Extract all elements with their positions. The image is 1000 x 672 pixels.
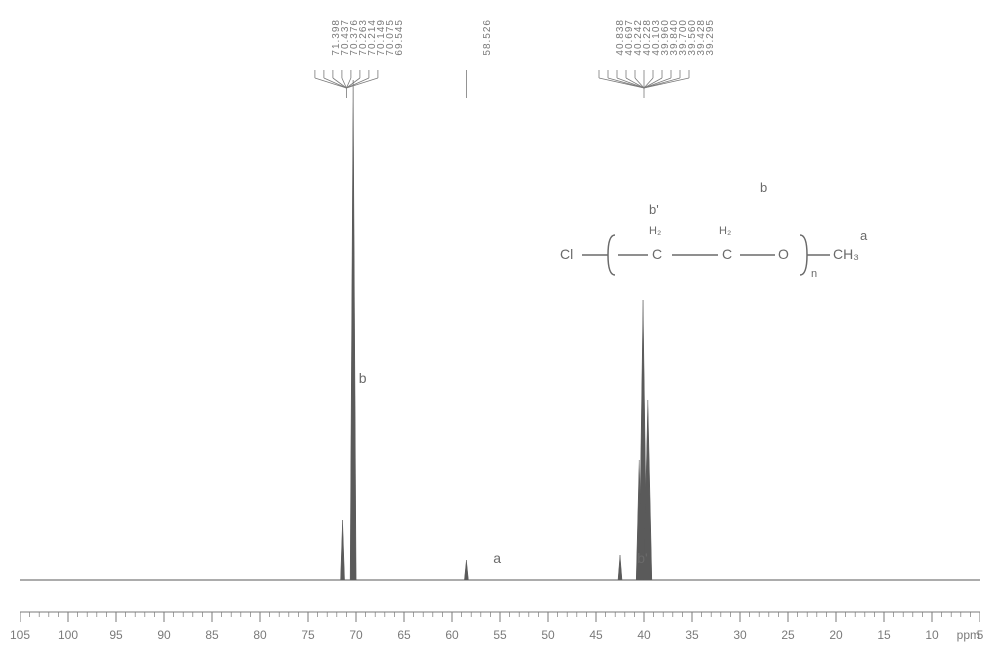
spectrum-plot-area: bab' 71.39870.43770.37670.26370.21470.14… [20, 10, 980, 610]
mol-bprime: b' [649, 202, 659, 217]
peak-annotation: b [359, 370, 367, 386]
mol-n: n [811, 268, 817, 280]
x-tick-label: 65 [397, 628, 410, 642]
x-axis: 1051009590858075706560555045403530252015… [20, 610, 980, 660]
x-tick-label: 30 [733, 628, 746, 642]
x-tick-label: 105 [10, 628, 30, 642]
x-tick-label: 50 [541, 628, 554, 642]
peak-chemical-shift-label: 58.526 [482, 19, 493, 56]
mol-cl: Cl [560, 246, 573, 262]
x-tick-label: 35 [685, 628, 698, 642]
x-tick-label: 100 [58, 628, 78, 642]
x-tick-label: 20 [829, 628, 842, 642]
peak-annotation: b' [637, 550, 647, 566]
peak-chemical-shift-label: 39.295 [705, 19, 716, 56]
x-tick-label: 10 [925, 628, 938, 642]
peak-chemical-shift-label: 69.545 [394, 19, 405, 56]
mol-h2-left: H₂ [649, 225, 661, 237]
x-tick-label: 90 [157, 628, 170, 642]
x-tick-label: 95 [109, 628, 122, 642]
mol-c-left: C [652, 246, 662, 262]
x-tick-label: 45 [589, 628, 602, 642]
x-tick-label: 15 [877, 628, 890, 642]
x-tick-label: 60 [445, 628, 458, 642]
mol-o: O [778, 246, 789, 262]
mol-c-right: C [722, 246, 732, 262]
x-tick-label: 75 [301, 628, 314, 642]
x-tick-label: 80 [253, 628, 266, 642]
x-tick-label: 55 [493, 628, 506, 642]
mol-a: a [860, 228, 867, 243]
mol-ch3: CH₃ [833, 246, 859, 262]
mol-h2-right: H₂ [719, 225, 731, 237]
spectrum-svg [20, 10, 980, 610]
x-tick-label: 40 [637, 628, 650, 642]
peak-annotation: a [493, 550, 501, 566]
molecular-structure: Cl H₂ C H₂ C O n CH₃ b' b a [560, 180, 920, 300]
x-tick-label: 25 [781, 628, 794, 642]
x-tick-label: 70 [349, 628, 362, 642]
x-tick-label: 85 [205, 628, 218, 642]
mol-b: b [760, 180, 767, 195]
axis-unit: ppm [957, 628, 980, 642]
